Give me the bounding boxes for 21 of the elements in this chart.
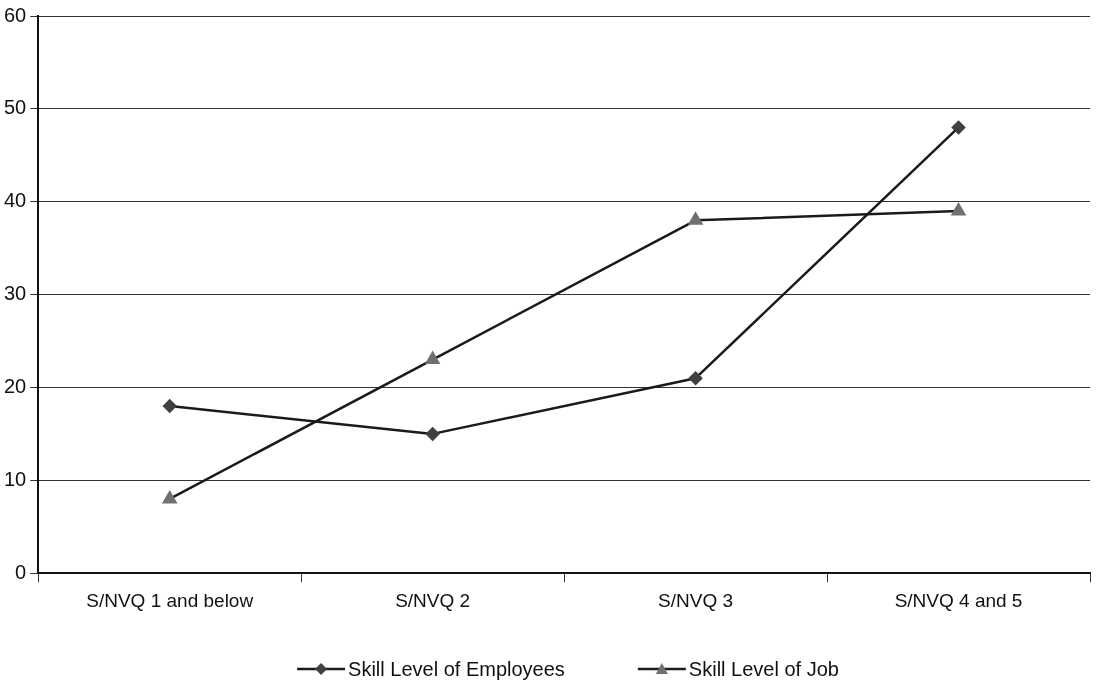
y-tick-label: 30 [4,282,27,305]
point [688,371,703,385]
point [951,203,966,216]
point [688,212,703,225]
y-tick-label: 50 [4,96,27,119]
x-tick-label: S/NVQ 1 and below [86,589,254,611]
point [162,399,177,413]
legend-label: Skill Level of Employees [348,657,565,680]
legend-label: Skill Level of Job [688,657,839,680]
point [425,427,440,441]
y-tick-label: 10 [4,467,27,490]
y-tick-label: 60 [4,3,27,26]
x-tick-label: S/NVQ 3 [658,589,734,611]
y-tick-label: 20 [4,374,27,397]
y-tick-label: 40 [4,189,27,212]
point [425,351,440,365]
point [951,120,966,135]
x-tick-label: S/NVQ 4 and 5 [894,589,1023,611]
y-tick-label: 0 [15,560,27,583]
x-tick-label: S/NVQ 2 [395,589,471,611]
point [162,491,177,504]
